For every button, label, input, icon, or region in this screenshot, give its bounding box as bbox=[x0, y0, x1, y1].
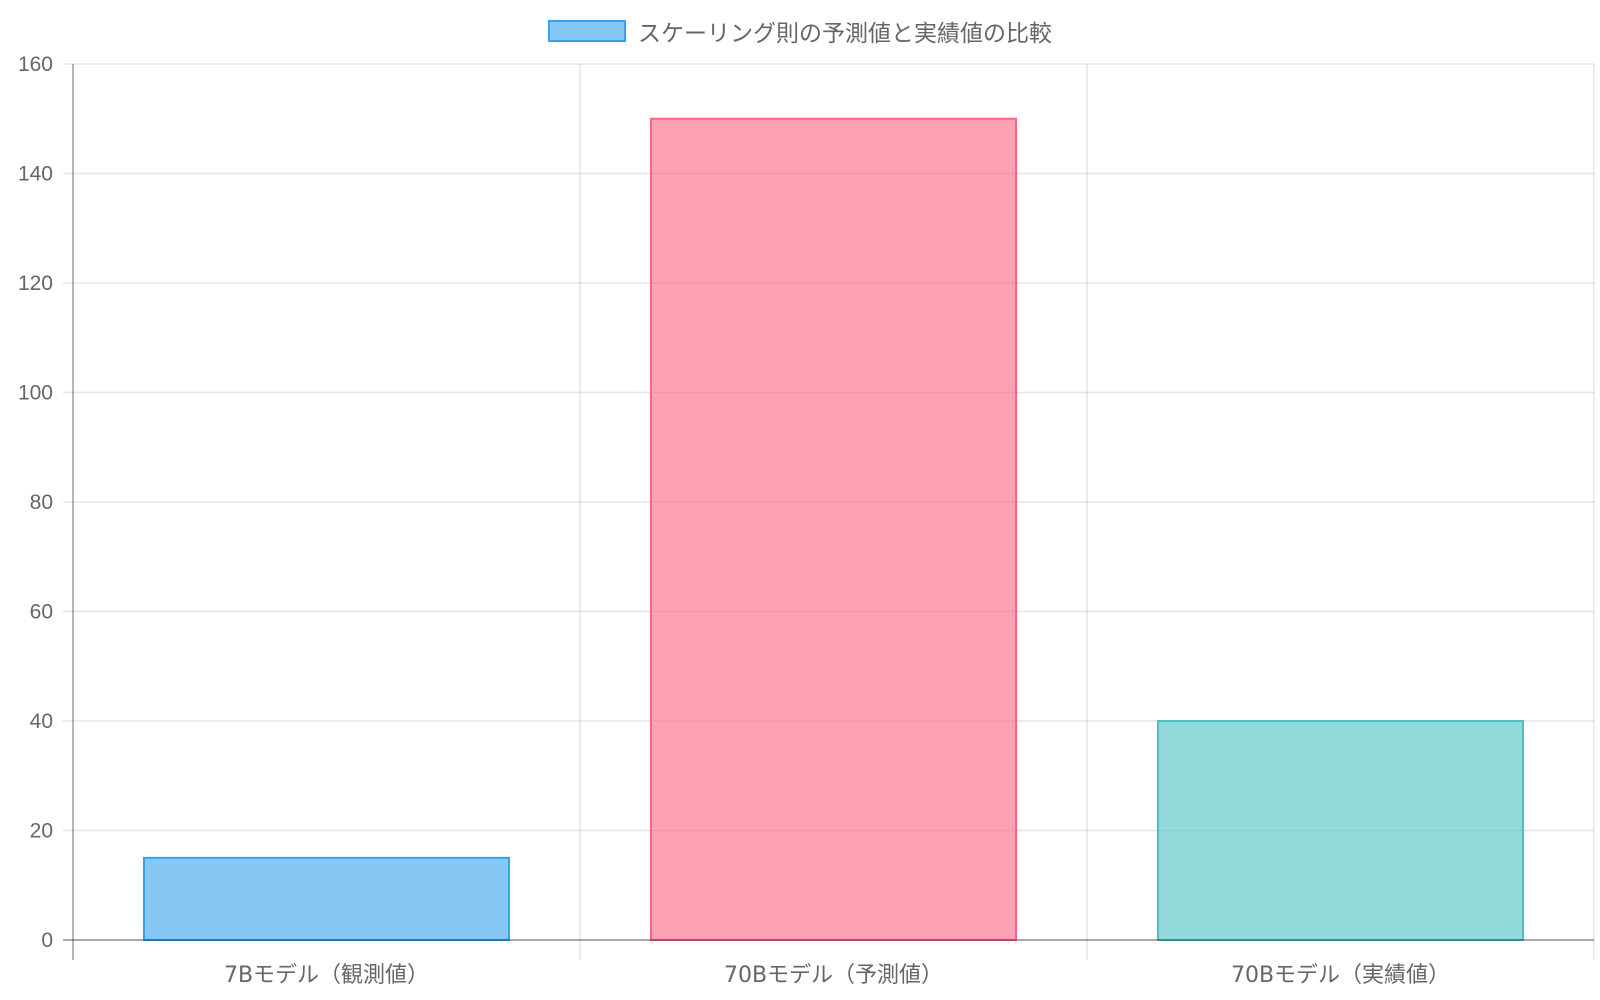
bar-1 bbox=[142, 856, 511, 941]
y-tick-label: 60 bbox=[30, 601, 53, 624]
legend-swatch bbox=[548, 20, 626, 42]
y-tick-label: 160 bbox=[18, 53, 53, 76]
y-tick-label: 140 bbox=[18, 163, 53, 186]
y-tick-label: 120 bbox=[18, 272, 53, 295]
legend-label: スケーリング則の予測値と実績値の比較 bbox=[638, 21, 1052, 47]
axes bbox=[63, 64, 1594, 960]
x-tick-label: 7Bモデル（観測値） bbox=[224, 963, 429, 988]
y-tick-label: 0 bbox=[41, 929, 53, 952]
bars bbox=[142, 117, 1525, 941]
tick-labels: 0 20 40 60 80 100 120 140 160 7Bモデル（観測値） 70Bモデル（予測… bbox=[18, 53, 1450, 988]
bar-2 bbox=[649, 117, 1018, 941]
y-tick-label: 20 bbox=[30, 820, 53, 843]
x-tick-label: 70Bモデル（予測値） bbox=[724, 963, 943, 988]
bar-3 bbox=[1156, 720, 1525, 941]
y-tick-label: 100 bbox=[18, 382, 53, 405]
y-tick-label: 80 bbox=[30, 491, 53, 514]
x-tick-label: 70Bモデル（実績値） bbox=[1231, 963, 1450, 988]
legend[interactable]: スケーリング則の予測値と実績値の比較 bbox=[0, 14, 1600, 48]
y-tick-label: 40 bbox=[30, 710, 53, 733]
